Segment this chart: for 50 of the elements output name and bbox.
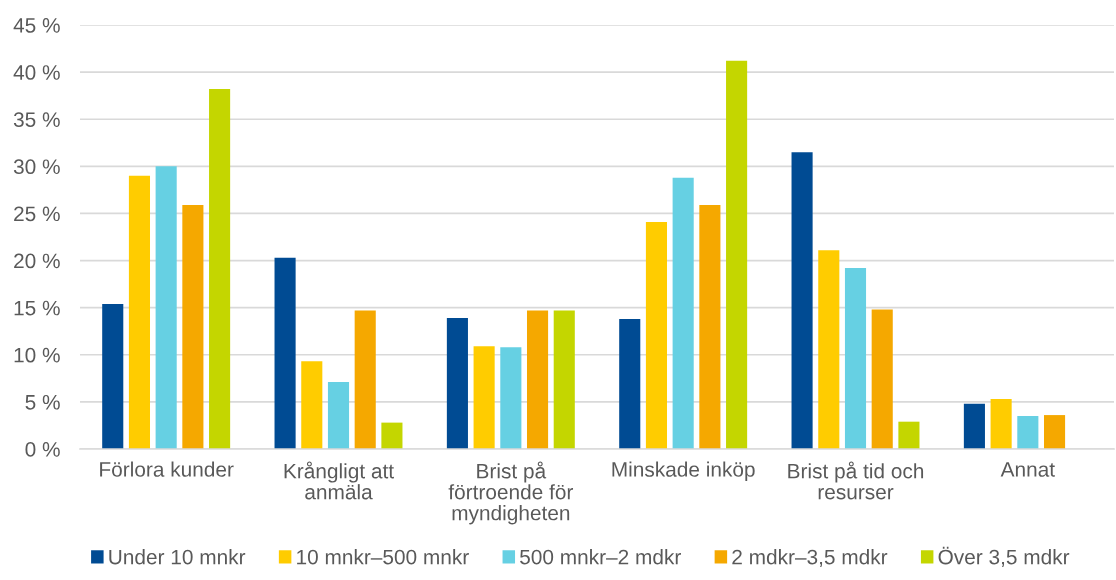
bar <box>726 60 748 449</box>
bar <box>1043 415 1066 449</box>
y-tick-label: 25 % <box>14 206 60 222</box>
y-tick-label: 40 % <box>13 65 60 80</box>
bar <box>791 152 813 449</box>
bar <box>473 346 495 449</box>
bar <box>274 257 296 449</box>
bar <box>553 310 575 449</box>
legend-label: 2 mdkr–3,5 mdkr <box>732 549 888 567</box>
bar <box>209 89 231 449</box>
y-tick-label: 15 % <box>14 300 60 316</box>
y-tick-label: 5 % <box>25 394 60 410</box>
bar <box>128 175 151 449</box>
bar <box>182 204 204 449</box>
x-tick-label: Krångligt att anmäla <box>284 461 394 500</box>
bar <box>818 250 840 449</box>
y-tick-label: 20 % <box>14 253 60 269</box>
bar <box>898 421 920 449</box>
bar <box>500 347 522 449</box>
y-tick-label: 0 % <box>25 442 60 457</box>
x-tick-label: Annat <box>1000 462 1055 477</box>
y-tick-label: 45 % <box>13 18 60 33</box>
bar <box>381 422 403 449</box>
bar <box>102 303 124 449</box>
bar <box>844 268 867 449</box>
bar <box>354 310 376 449</box>
bar <box>990 399 1012 449</box>
y-tick-label: 35 % <box>13 112 60 127</box>
legend-label: Under 10 mnkr <box>109 549 246 565</box>
bar <box>619 318 641 449</box>
legend-label: 10 mnkr–500 mnkr <box>297 549 469 565</box>
bar <box>672 177 694 449</box>
bar <box>327 382 350 449</box>
y-tick-label: 10 % <box>14 347 60 363</box>
bar <box>699 204 721 449</box>
x-tick-label: Förlora kunder <box>100 461 234 477</box>
bar <box>963 403 985 449</box>
bar <box>301 361 323 449</box>
x-tick-label: Minskade inköp <box>612 461 755 481</box>
legend-label: 500 mnkr–2 mdkr <box>520 549 681 565</box>
x-tick-label: Brist på tid och resurser <box>788 461 924 500</box>
bar <box>155 166 177 449</box>
bar <box>526 310 549 449</box>
bar <box>446 318 468 449</box>
legend-label: Över 3,5 mdkr <box>938 546 1070 567</box>
bar <box>645 221 668 449</box>
bar <box>871 309 893 449</box>
bar <box>1017 416 1039 449</box>
x-tick-label: Brist på förtroende för myndigheten <box>448 461 574 525</box>
y-tick-label: 30 % <box>13 159 60 175</box>
